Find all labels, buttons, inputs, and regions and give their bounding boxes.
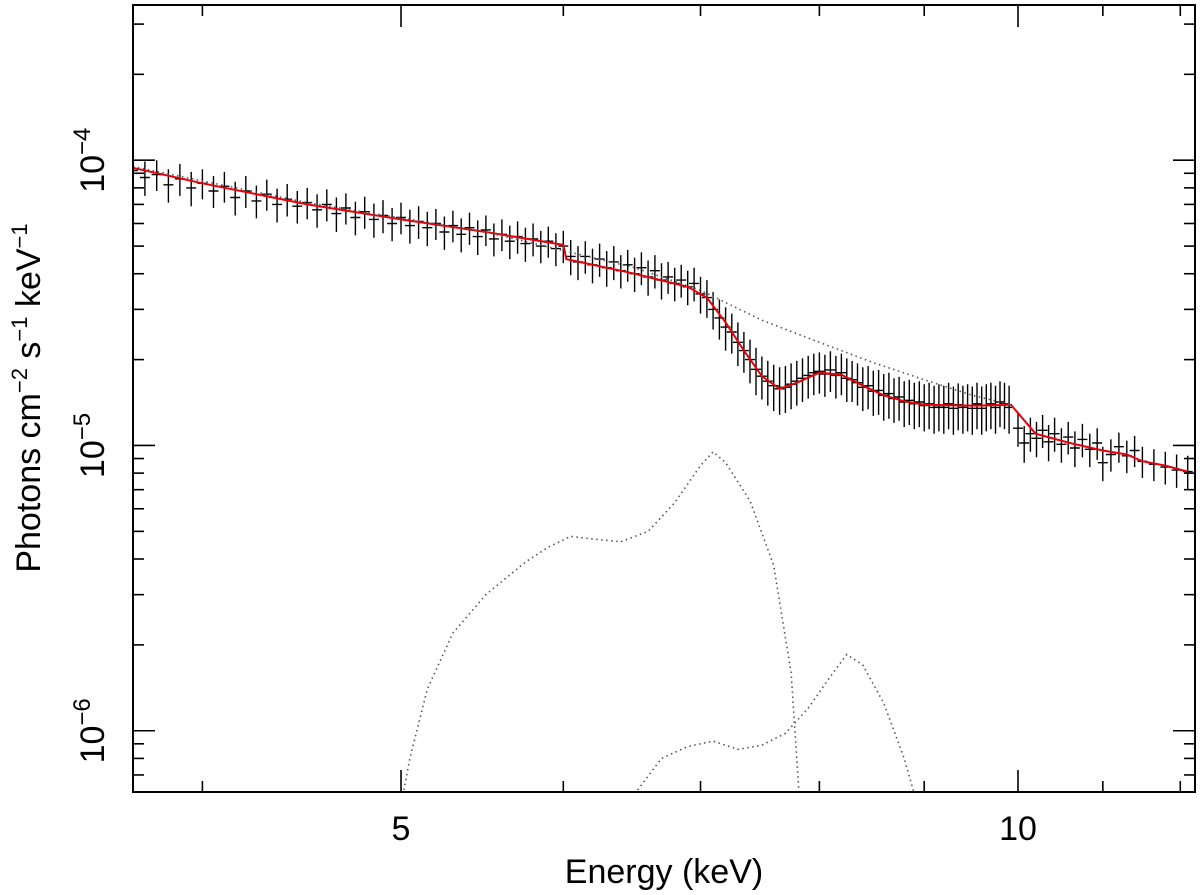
data-point <box>649 255 660 289</box>
data-point <box>321 189 332 222</box>
data-point <box>565 240 576 276</box>
data-point <box>1056 428 1067 463</box>
data-point <box>186 171 197 207</box>
data-point <box>272 188 283 223</box>
series-model-1 <box>133 166 1188 473</box>
data-point <box>368 203 379 238</box>
data-point <box>251 185 262 219</box>
data-point <box>929 385 940 434</box>
data-point <box>663 261 674 294</box>
data-point <box>520 227 531 262</box>
data-point <box>480 215 491 247</box>
data-point <box>133 155 138 188</box>
tick-layer: 5 10 10−4 10−5 10−6 <box>69 5 1195 848</box>
data-point <box>1077 423 1088 458</box>
series-component-4 <box>635 653 915 792</box>
data-point <box>1105 439 1116 472</box>
data-point <box>456 218 467 253</box>
data-point <box>350 201 361 236</box>
series-component-3 <box>402 450 800 792</box>
data-point <box>404 209 415 244</box>
data-point <box>957 385 968 434</box>
data-point <box>1160 451 1171 485</box>
data-point <box>1049 417 1060 452</box>
series-component-2 <box>133 165 1012 406</box>
data-point <box>504 225 515 260</box>
data-point <box>1063 421 1074 455</box>
data-point <box>422 211 433 247</box>
series-layer <box>133 155 1193 792</box>
data-point <box>868 370 879 416</box>
data-point <box>387 208 398 242</box>
data-point <box>230 181 241 216</box>
data-point <box>594 243 605 277</box>
data-point <box>472 220 483 256</box>
model-line <box>133 166 1188 473</box>
data-point <box>292 191 303 224</box>
series-data-0 <box>133 155 1193 490</box>
x-tick-label: 10 <box>999 810 1037 848</box>
data-point <box>488 223 499 257</box>
data-point <box>1004 385 1015 434</box>
data-point <box>990 385 1001 434</box>
data-point <box>1043 425 1054 462</box>
data-point <box>919 384 930 432</box>
y-tick-label: 10−4 <box>69 128 112 193</box>
data-point <box>899 381 910 428</box>
data-point <box>1013 412 1023 447</box>
x-axis-title: Energy (keV) <box>565 853 763 891</box>
data-point <box>331 197 342 232</box>
data-point <box>732 322 743 366</box>
data-point <box>1031 421 1042 458</box>
data-point <box>738 332 749 373</box>
data-point <box>857 367 868 412</box>
data-point <box>340 193 351 225</box>
data-point <box>636 252 647 286</box>
component-line <box>635 653 915 792</box>
data-point <box>208 176 219 208</box>
data-point <box>676 264 687 298</box>
data-point <box>1019 426 1030 463</box>
data-point <box>312 194 323 228</box>
data-point <box>999 382 1010 430</box>
data-point <box>139 161 150 196</box>
data-point <box>689 267 700 302</box>
component-line <box>402 450 800 792</box>
data-point <box>1171 454 1182 488</box>
data-point <box>261 179 272 211</box>
data-point <box>151 160 162 191</box>
data-point <box>774 367 785 415</box>
data-point <box>976 386 987 435</box>
plot-frame <box>132 4 1196 793</box>
data-point <box>948 386 959 435</box>
data-point <box>883 372 894 419</box>
data-point <box>1025 417 1036 452</box>
x-tick-label: 5 <box>392 810 411 848</box>
data-point <box>909 382 920 430</box>
data-point <box>889 378 899 423</box>
y-tick-label: 10−5 <box>69 413 112 478</box>
data-point <box>830 355 841 399</box>
data-point <box>825 351 836 392</box>
data-point <box>1148 449 1159 482</box>
data-point <box>819 354 830 397</box>
data-point <box>580 241 591 274</box>
data-point <box>1037 414 1048 448</box>
data-point <box>938 385 949 434</box>
data-point <box>745 339 755 384</box>
data-point <box>1129 435 1140 468</box>
data-point <box>878 374 889 421</box>
data-point <box>1097 446 1108 482</box>
data-point <box>535 230 546 264</box>
y-tick-label: 10−6 <box>69 698 112 763</box>
data-point <box>1113 432 1124 463</box>
data-point <box>439 216 450 250</box>
component-line <box>133 165 1012 406</box>
data-point <box>1092 428 1103 460</box>
data-point <box>550 233 561 267</box>
data-point <box>967 386 978 435</box>
y-axis-title: Photons cm−2 s−1 keV−1 <box>7 223 48 572</box>
data-point <box>1069 431 1080 468</box>
